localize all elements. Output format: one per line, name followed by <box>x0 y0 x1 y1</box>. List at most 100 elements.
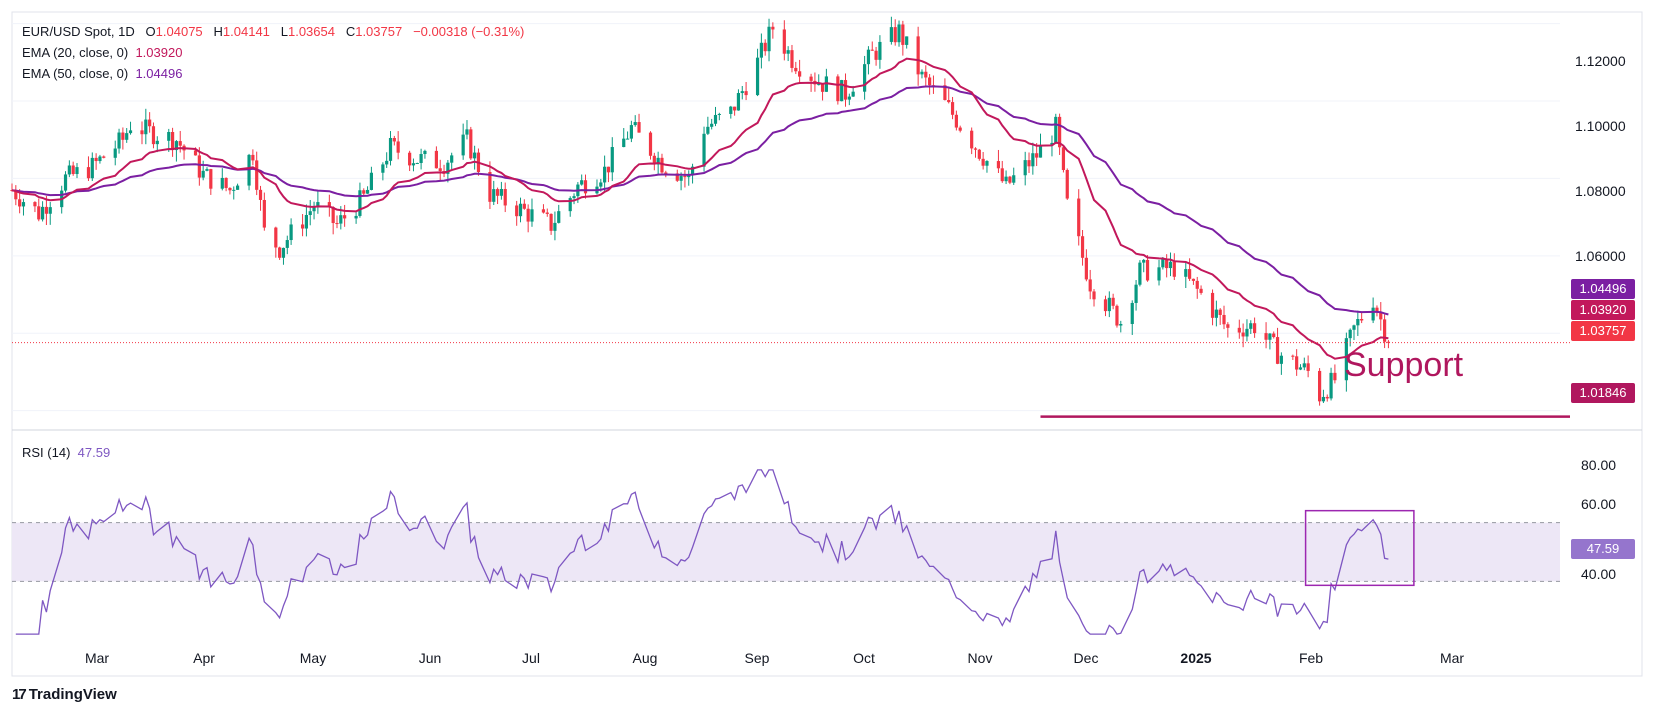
candle-body <box>893 27 897 43</box>
candle-body <box>610 147 614 173</box>
price-tick: 1.10000 <box>1575 118 1626 134</box>
candle-body <box>729 106 733 114</box>
candle-body <box>278 247 282 258</box>
candle-body <box>928 77 932 86</box>
candle-body <box>140 130 144 135</box>
candle-body <box>94 157 98 162</box>
ema20-legend[interactable]: EMA (20, close, 0) 1.03920 <box>22 45 182 60</box>
candle-body <box>461 134 465 156</box>
candle-body <box>300 224 305 229</box>
candle-body <box>503 188 507 206</box>
candle-body <box>625 138 630 140</box>
open-label: O <box>145 24 156 39</box>
candle-body <box>606 166 611 173</box>
candle-body <box>1321 396 1326 402</box>
candle-body <box>67 165 71 175</box>
candle-body <box>1295 356 1299 370</box>
candle-body <box>1115 305 1119 326</box>
ema50-price-badge: 1.04496 <box>1571 279 1635 299</box>
candles-layer <box>10 16 1391 406</box>
candle-body <box>889 27 893 42</box>
candle-body <box>381 164 385 173</box>
candle-body <box>1218 309 1222 315</box>
candle-body <box>840 80 844 102</box>
time-label: Oct <box>853 650 875 666</box>
candle-body <box>549 213 553 231</box>
candle-body <box>197 155 201 178</box>
candle-body <box>1065 169 1069 199</box>
candle-body <box>981 158 985 166</box>
candle-body <box>392 137 396 142</box>
candle-body <box>771 26 775 30</box>
candle-body <box>580 180 584 185</box>
candle-body <box>438 168 442 172</box>
candle-body <box>767 26 771 52</box>
tradingview-logo[interactable]: 17 TradingView <box>12 686 117 703</box>
time-label: May <box>299 650 327 666</box>
candle-body <box>228 187 232 191</box>
candle-body <box>251 154 255 161</box>
candle-body <box>289 224 293 241</box>
candle-body <box>90 157 94 179</box>
candle-body <box>1214 309 1218 318</box>
time-label: Feb <box>1298 650 1324 666</box>
candle-body <box>1134 284 1138 303</box>
time-label: Mar <box>84 650 110 666</box>
candle-body <box>736 93 741 111</box>
candle-body <box>950 102 955 115</box>
candle-body <box>733 106 737 111</box>
candle-body <box>1333 372 1337 381</box>
time-label-year: 2025 <box>1180 650 1212 666</box>
candle-body <box>1356 319 1360 326</box>
candle-body <box>755 57 760 96</box>
candle-body <box>362 190 366 194</box>
candle-body <box>388 137 393 161</box>
candle-body <box>660 157 664 173</box>
candle-body <box>943 85 947 101</box>
grid-layer <box>12 23 1560 412</box>
candle-body <box>365 189 370 194</box>
candle-body <box>522 203 526 209</box>
candle-body <box>1279 355 1283 364</box>
candle-body <box>423 150 427 155</box>
candle-body <box>1317 370 1322 402</box>
candle-body <box>125 133 129 140</box>
candle-body <box>335 223 339 225</box>
ema50-legend[interactable]: EMA (50, close, 0) 1.04496 <box>22 66 182 81</box>
rsi-value: 47.59 <box>77 445 111 460</box>
candle-body <box>1298 367 1303 370</box>
tradingview-logo-text: TradingView <box>28 686 117 703</box>
candle-body <box>48 207 52 214</box>
rsi-legend[interactable]: RSI (14) 47.59 <box>22 445 110 460</box>
candle-body <box>1191 278 1196 281</box>
candle-body <box>75 167 79 175</box>
candle-body <box>572 196 576 199</box>
candle-body <box>920 71 924 75</box>
candle-body <box>629 125 633 139</box>
low-value: 1.03654 <box>287 24 335 39</box>
candle-body <box>786 50 790 54</box>
candle-body <box>224 177 228 188</box>
price-tick: 1.06000 <box>1575 248 1626 264</box>
candle-body <box>905 36 909 45</box>
candle-body <box>1348 329 1352 339</box>
candle-body <box>415 163 419 165</box>
candle-body <box>201 170 205 178</box>
rsi-highlight-box <box>1304 509 1415 587</box>
candle-body <box>1058 116 1062 148</box>
candle-body <box>1050 142 1054 146</box>
candle-body <box>492 189 496 202</box>
candle-body <box>285 240 289 248</box>
candle-body <box>1184 269 1188 277</box>
rsi-band <box>12 522 1560 582</box>
candle-body <box>790 50 794 68</box>
high-label: H <box>213 24 223 39</box>
candle-body <box>763 42 767 52</box>
candle-body <box>545 212 549 214</box>
candle-body <box>358 190 362 216</box>
time-label: Sep <box>744 650 770 666</box>
candle-body <box>71 165 75 175</box>
ema20-label: EMA (20, close, 0) <box>22 45 129 60</box>
candle-body <box>1027 160 1031 167</box>
